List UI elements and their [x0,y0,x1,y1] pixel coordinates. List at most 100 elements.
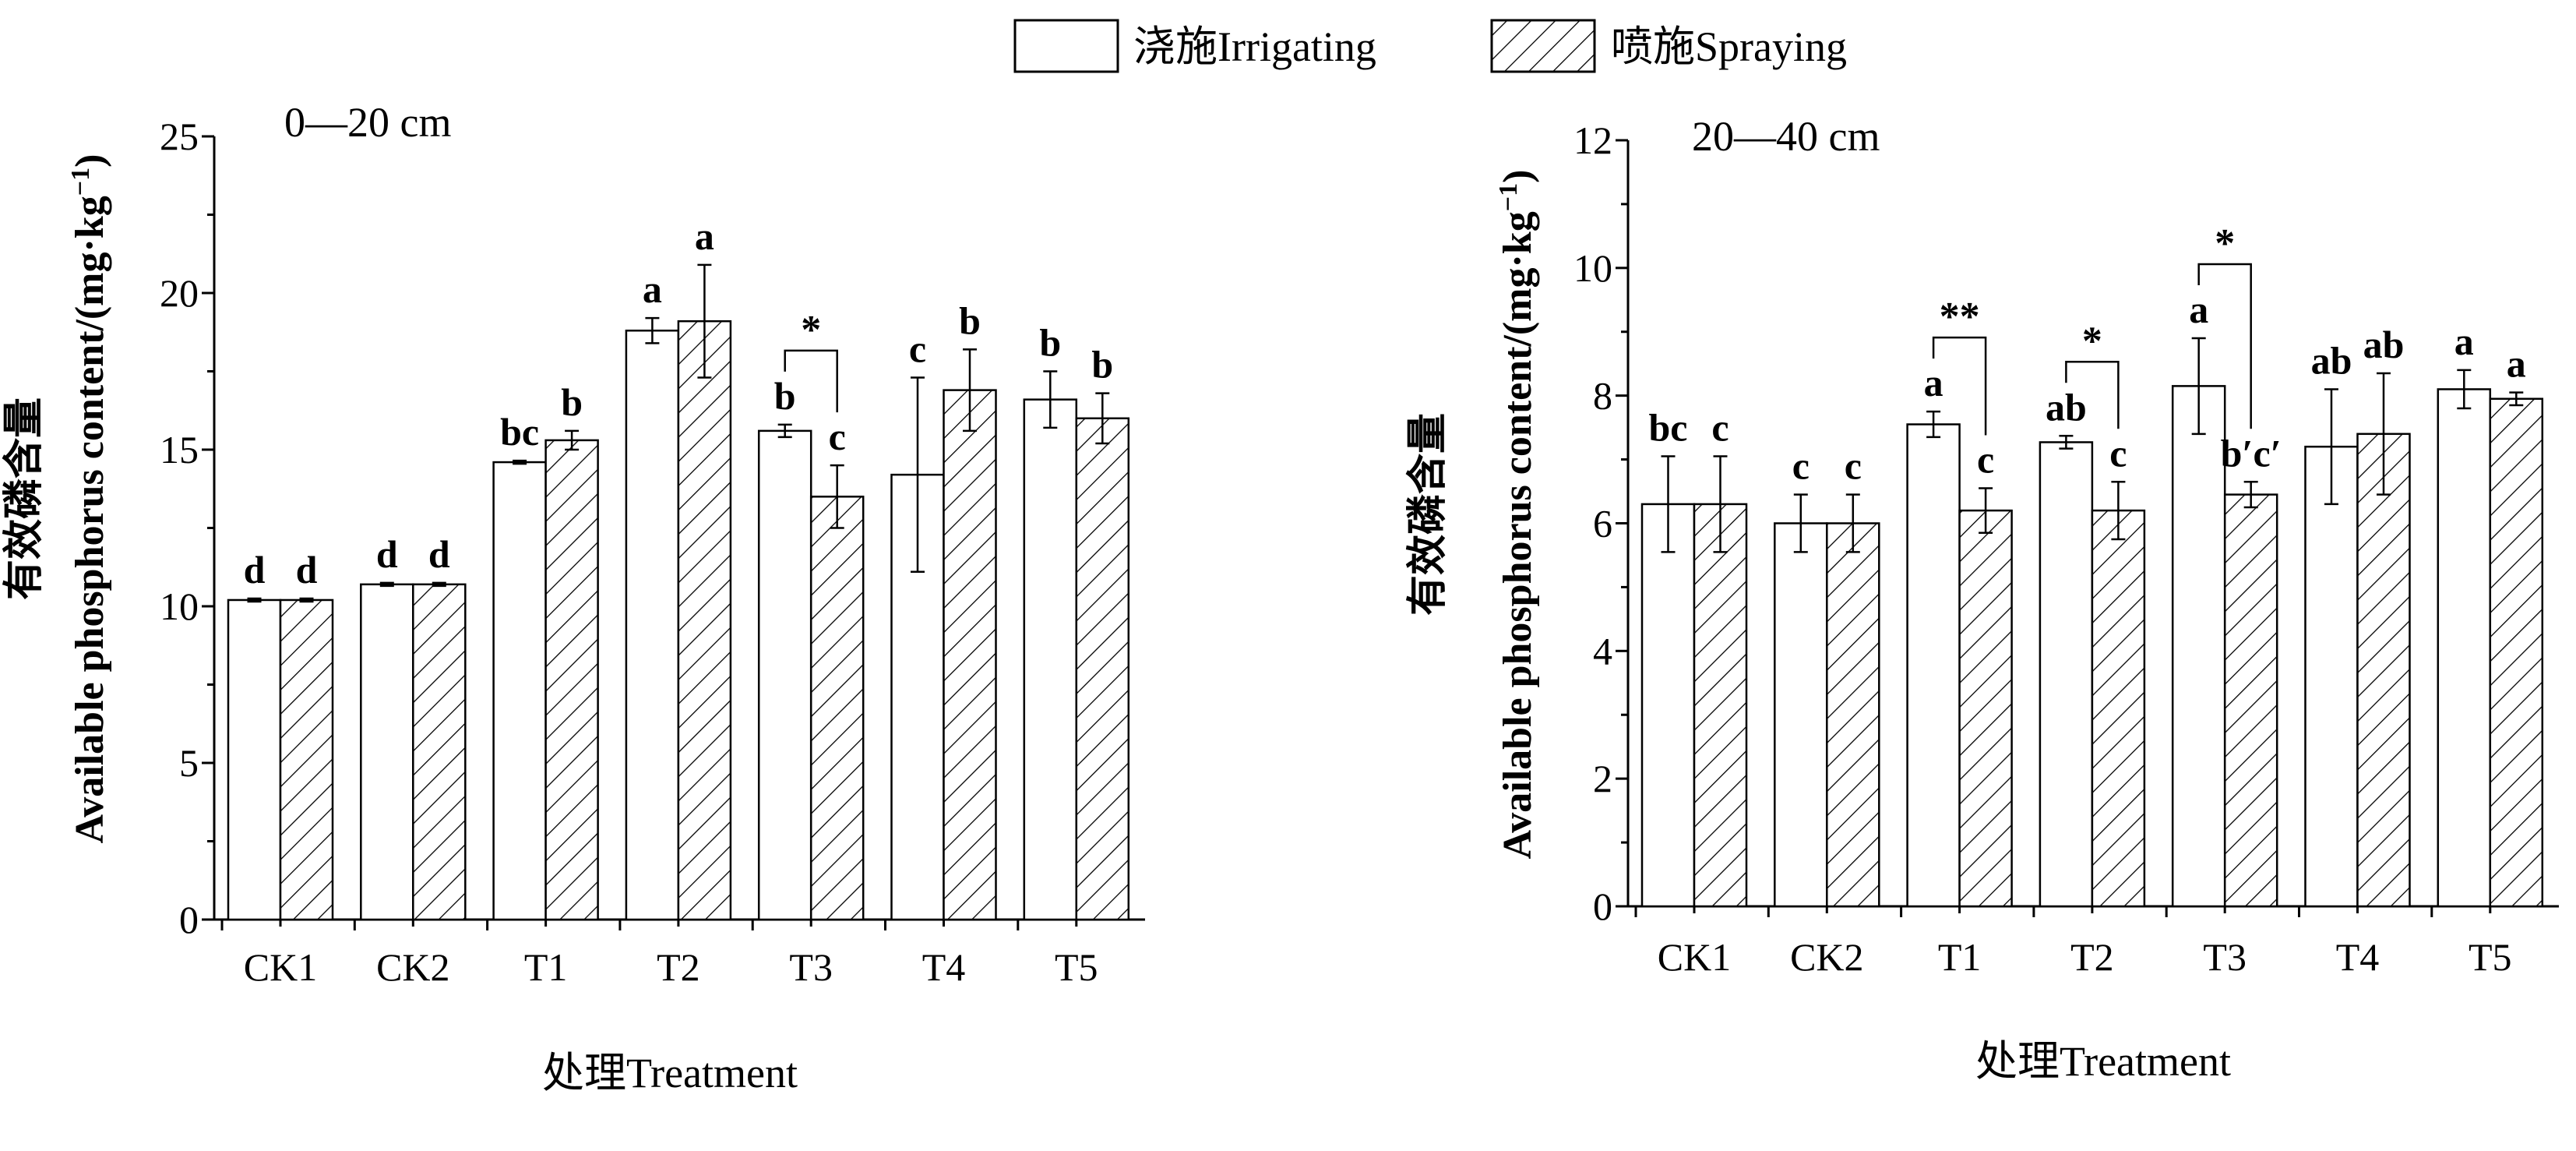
significance-letter: a [2189,288,2208,331]
bar-spraying [1075,417,1130,921]
y-axis-ticks: 0 2 4 6 8 10 12 [1573,118,1628,928]
significance-bracket [1932,336,1987,436]
significance-letter: c [1711,405,1728,449]
significance-letter: d [244,548,266,591]
y-axis-title-sup: −1 [1494,183,1523,211]
y-tick-label: 20 [160,271,199,315]
legend-label-irrigating: 浇施Irrigating [1133,23,1376,70]
y-axis-title-cn: 有效磷含量 [2,397,47,600]
bar-spraying [1958,509,2013,908]
bar-irrigating [2039,441,2094,908]
significance-letter: b [774,374,796,418]
bar-irrigating [1906,423,1961,908]
significance-letter: c [829,415,846,458]
category-label: T4 [2336,935,2380,979]
category-label: CK2 [376,945,449,989]
bar-irrigating [492,461,547,921]
legend: 浇施Irrigating 喷施Spraying [1013,19,1847,73]
significance-letter: c [1977,437,1994,481]
y-tick-label: 15 [160,428,199,471]
y-tick-label: 25 [160,115,199,158]
significance-letter: bc [500,410,539,454]
bar-irrigating [227,598,282,921]
significance-brackets: **** [1932,221,2252,436]
y-axis-title-cn: 有效磷含量 [1405,413,1450,616]
bar-irrigating [1774,522,1828,908]
significance-letter: a [695,214,714,258]
category-label: CK1 [244,945,317,989]
significance-letter: a [2507,342,2526,386]
x-axis-title: 处理Treatment [1975,1038,2231,1085]
significance-marker: ** [1940,295,1980,339]
y-axis-title-en: Available phosphorus content/(mg·kg [1496,211,1540,859]
category-label: T1 [1938,935,1982,979]
significance-bracket [2197,263,2252,429]
bar-spraying [1826,522,1880,908]
significance-letter: b [959,298,981,342]
category-label: T3 [2203,935,2247,979]
y-tick-label: 6 [1593,502,1612,545]
bar-spraying [2489,397,2544,908]
significance-letter: ab [2046,385,2087,429]
y-axis-title-en-panel-0: Available phosphorus content/(mg·kg−1) [66,154,112,844]
bar-irrigating [1640,503,1696,908]
bar-spraying [2091,509,2146,908]
y-axis-ticks: 0 5 10 15 20 25 [160,115,214,941]
category-label: T1 [524,945,568,989]
significance-letter: c [1845,444,1862,488]
bar-irrigating [2171,385,2226,908]
y-axis-title-sup: −1 [66,168,95,196]
y-tick-label: 12 [1573,118,1612,162]
y-axis-title-close: ) [1496,170,1540,183]
bar-spraying [2356,433,2411,908]
significance-letter: b′c′ [2221,431,2282,475]
y-axis-title-panel-1: 有效磷含量 [1405,413,1450,616]
category-label: T4 [922,945,966,989]
y-tick-label: 10 [1573,246,1612,290]
significance-letter: c [2109,431,2127,475]
category-label: T3 [789,945,833,989]
bar-irrigating [2437,388,2492,908]
bar-spraying [544,439,599,921]
x-axis-title: 处理Treatment [542,1050,798,1096]
bar-spraying [809,496,865,921]
significance-marker: * [2215,221,2235,266]
y-axis-title-close: ) [68,154,112,168]
bar-irrigating [2304,445,2359,908]
significance-letter: d [296,548,318,591]
significance-marker: * [801,308,821,352]
significance-letter: a [2454,320,2474,363]
category-label: T5 [1055,945,1098,989]
y-tick-label: 0 [1593,884,1612,928]
y-axis-title-panel-0: 有效磷含量 [2,397,47,600]
bar-irrigating [625,329,680,921]
significance-letter: c [909,327,926,371]
legend-label-spraying: 喷施Spraying [1611,23,1847,70]
bar-spraying [279,598,334,921]
y-tick-label: 5 [179,741,199,785]
significance-letter: c [1792,444,1810,488]
significance-marker: * [2082,319,2102,363]
bar-irrigating [757,429,812,921]
y-tick-label: 10 [160,584,199,628]
significance-bracket [784,349,838,413]
significance-letter: b [1039,321,1061,365]
bar-spraying [1693,503,1748,908]
bar-spraying [2223,493,2278,908]
y-tick-label: 4 [1593,629,1612,673]
y-tick-label: 0 [179,898,199,941]
legend-swatch-irrigating [1013,19,1119,73]
bar-irrigating [1023,398,1078,921]
y-axis-title-en: Available phosphorus content/(mg·kg [68,196,112,843]
significance-letter: d [376,532,398,576]
significance-letter: b [1091,343,1113,387]
category-label: T2 [2070,935,2114,979]
bar-spraying [412,583,467,921]
significance-letter: bc [1649,405,1688,449]
category-label: CK1 [1658,935,1731,979]
significance-brackets: * [784,308,838,413]
significance-letter: ab [2363,323,2405,366]
y-tick-label: 2 [1593,757,1612,800]
